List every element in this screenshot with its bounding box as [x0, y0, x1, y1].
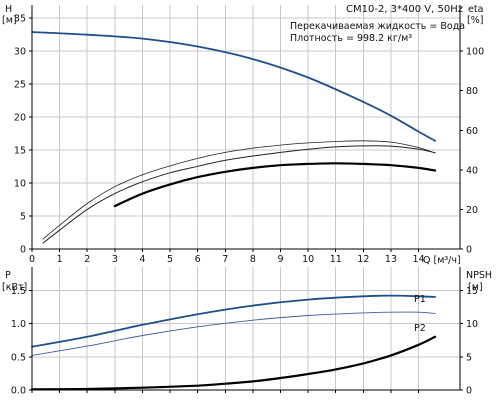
top-left-tick-label: 0 [20, 245, 26, 256]
top-right-tick-label: 20 [466, 205, 478, 216]
x-tick-label: 4 [139, 254, 145, 265]
x-axis-label: Q [м³/ч] [423, 255, 461, 266]
bottom-right-tick-label: 15 [466, 286, 478, 297]
power-p2-curve [31, 311, 436, 356]
x-tick-label: 1 [57, 254, 63, 265]
x-tick-label: 6 [195, 254, 201, 265]
top-left-tick-label: 20 [14, 113, 26, 124]
top-right-tick-label: 60 [466, 126, 478, 137]
x-tick-label: 14 [413, 254, 425, 265]
top-left-tick-label: 15 [14, 146, 26, 157]
x-tick-label: 13 [385, 254, 397, 265]
bottom-right-tick-label: 10 [466, 319, 478, 330]
top-right-axis-unit: [%] [467, 15, 483, 26]
top-right-tick-label: 40 [466, 165, 478, 176]
bottom-left-tick-label: 0.5 [11, 352, 26, 363]
x-tick-label: 8 [250, 254, 256, 265]
curves-layer [30, 31, 437, 391]
x-tick-label: 7 [222, 254, 228, 265]
x-tick-label: 10 [302, 254, 314, 265]
bottom-left-axis-unit: [кВт] [2, 282, 27, 293]
efficiency-curve-2 [42, 140, 436, 240]
top-left-tick-label: 5 [20, 212, 26, 223]
top-right-tick-label: 0 [466, 245, 472, 256]
top-right-tick-label: 100 [466, 47, 484, 58]
bottom-left-tick-label: 1.0 [11, 319, 26, 330]
top-left-tick-label: 25 [14, 80, 26, 91]
x-tick-label: 12 [357, 254, 369, 265]
top-left-tick-label: 35 [14, 14, 26, 25]
top-left-tick-label: 30 [14, 47, 26, 58]
x-tick-label: 5 [167, 254, 173, 265]
chart-title: CM10-2, 3*400 V, 50Hz [346, 4, 463, 15]
annotation-density: Плотность = 998.2 кг/м³ [290, 33, 412, 44]
x-tick-label: 3 [112, 254, 118, 265]
bottom-right-axis-unit: [м] [468, 282, 483, 293]
npsh-curve [30, 335, 437, 391]
power-p1-curve [31, 294, 436, 348]
bottom-right-tick-label: 5 [466, 352, 472, 363]
bottom-left-tick-label: 0.0 [11, 386, 26, 397]
annotation-liquid: Перекачиваемая жидкость = Вода [290, 21, 465, 32]
x-tick-label: 11 [330, 254, 342, 265]
top-left-axis-unit: [м] [2, 15, 17, 26]
head-curve [31, 31, 436, 142]
top-left-axis-label: H [5, 4, 12, 15]
x-tick-label: 9 [277, 254, 283, 265]
axes-layer [29, 5, 463, 393]
series-label-p2: P2 [414, 323, 426, 334]
series-label-p1: P1 [414, 294, 426, 305]
efficiency-curve-1 [42, 145, 436, 244]
top-right-axis-label: eta [468, 4, 483, 15]
bottom-right-axis-label: NPSH [466, 270, 492, 281]
x-tick-label: 2 [84, 254, 90, 265]
bottom-left-axis-label: P [5, 270, 11, 281]
labels-layer: CM10-2, 3*400 V, 50Hz Перекачиваемая жид… [2, 4, 492, 397]
top-left-tick-label: 10 [14, 179, 26, 190]
bottom-left-tick-label: 1.5 [11, 286, 26, 297]
efficiency-curve-3 [113, 162, 437, 208]
bottom-right-tick-label: 0 [466, 386, 472, 397]
x-tick-label: 0 [29, 254, 35, 265]
top-right-tick-label: 80 [466, 86, 478, 97]
